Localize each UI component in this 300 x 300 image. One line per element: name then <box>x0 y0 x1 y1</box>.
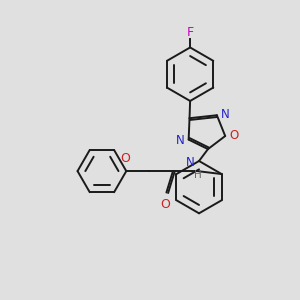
Text: O: O <box>160 198 170 212</box>
Text: F: F <box>187 26 194 38</box>
Text: N: N <box>176 134 185 147</box>
Text: N: N <box>221 107 230 121</box>
Text: H: H <box>194 169 202 180</box>
Text: N: N <box>186 156 194 169</box>
Text: O: O <box>120 152 130 165</box>
Text: O: O <box>230 129 238 142</box>
